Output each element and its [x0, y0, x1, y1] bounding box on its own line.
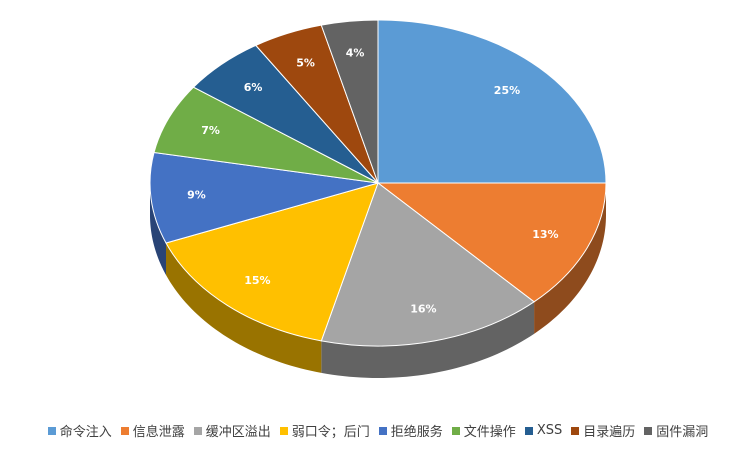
slice-side [534, 183, 606, 334]
legend-label: XSS [536, 423, 563, 438]
slice-side [166, 243, 322, 373]
data-label: 6% [244, 81, 263, 94]
legend-label: 固件漏洞 [656, 425, 709, 440]
slice [377, 19, 607, 184]
legend-item: XSS [524, 421, 563, 440]
legend-label: 信息泄露 [132, 425, 185, 440]
slice-side [150, 183, 167, 276]
legend-item: 缓冲区溢出 [193, 421, 271, 440]
legend-item: 固件漏洞 [644, 421, 708, 440]
legend-label: 命令注入 [59, 425, 112, 440]
legend-item: 文件操作 [451, 421, 516, 440]
legend-swatch [571, 426, 580, 435]
legend-swatch [47, 426, 56, 435]
legend-label: 文件操作 [463, 425, 516, 440]
data-label: 7% [201, 124, 220, 137]
legend-label: 目录遍历 [583, 425, 636, 440]
slice [149, 151, 379, 244]
data-label: 5% [296, 56, 315, 69]
slice [320, 182, 535, 347]
legend-item: 信息泄露 [120, 421, 185, 440]
slice [376, 182, 607, 303]
legend-swatch [524, 426, 533, 435]
legend-item: 弱口令；后门 [279, 421, 370, 440]
data-label: 4% [346, 47, 365, 60]
legend-swatch [378, 426, 387, 435]
legend: 命令注入 信息泄露 缓冲区溢出 弱口令；后门 拒绝服务 文件操作 XSS 目录遍历 固件漏洞 [0, 421, 756, 440]
legend-swatch [451, 426, 460, 435]
slice [165, 182, 379, 342]
data-label: 9% [187, 188, 206, 201]
legend-item: 拒绝服务 [378, 421, 443, 440]
legend-swatch [193, 426, 202, 435]
slice-side [321, 301, 535, 378]
legend-item: 目录遍历 [571, 421, 635, 440]
data-label: 15% [244, 274, 270, 287]
legend-swatch [644, 426, 653, 435]
legend-label: 弱口令；后门 [291, 425, 370, 440]
chart: 25% 13% 16% 15% 9% 7% 6% 5% 4% [149, 19, 607, 378]
data-label: 13% [532, 228, 558, 241]
legend-swatch [120, 426, 129, 435]
legend-label: 缓冲区溢出 [205, 425, 271, 440]
data-label: 25% [494, 84, 520, 97]
legend-swatch [279, 426, 288, 435]
data-label: 16% [410, 302, 436, 315]
slice [320, 19, 379, 184]
legend-label: 拒绝服务 [390, 425, 443, 440]
legend-item: 命令注入 [47, 421, 112, 440]
